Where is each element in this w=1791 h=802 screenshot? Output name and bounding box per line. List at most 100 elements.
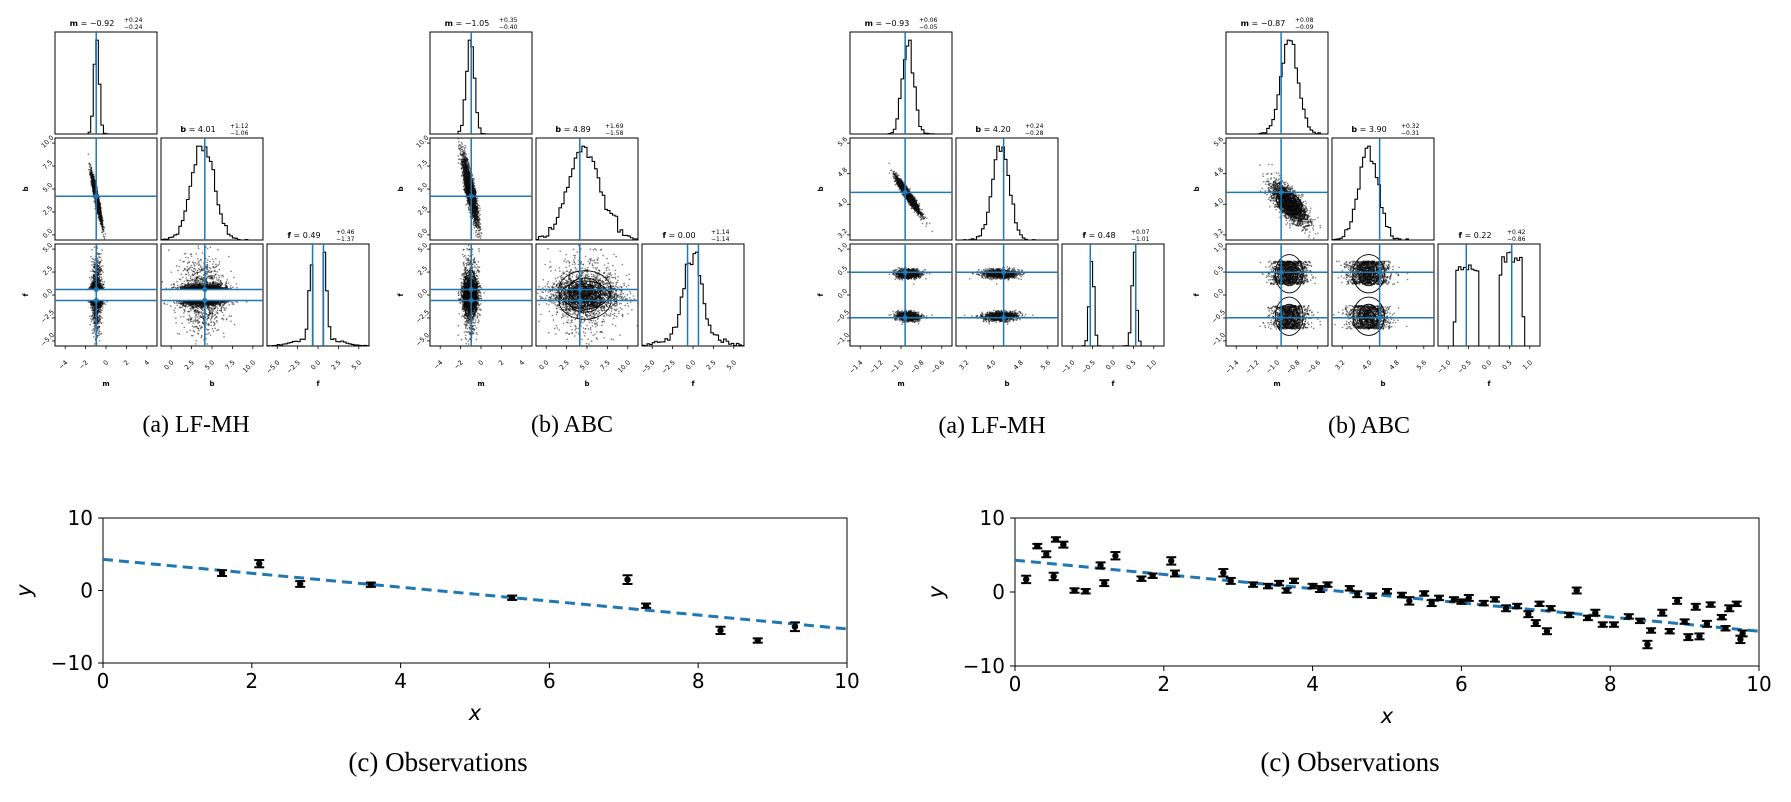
sample-point xyxy=(97,314,99,316)
sample-point xyxy=(89,323,92,326)
sample-point xyxy=(102,271,105,273)
param-title-upper: +1.12 xyxy=(230,123,249,130)
sample-point xyxy=(90,172,92,174)
param-title-name: m xyxy=(70,19,78,28)
sample-point xyxy=(93,265,95,267)
panel-m-f xyxy=(54,243,158,347)
sample-point xyxy=(101,349,103,351)
param-title-eq: = xyxy=(186,125,198,134)
sample-point xyxy=(92,187,95,190)
sample-point xyxy=(88,315,91,317)
sample-point xyxy=(89,164,92,166)
histogram-m xyxy=(55,39,157,135)
sample-point xyxy=(92,276,94,279)
sample-point xyxy=(93,343,96,345)
sample-point xyxy=(91,248,93,251)
sample-point xyxy=(100,265,103,268)
panel-m-m xyxy=(54,31,158,135)
sample-point xyxy=(103,286,106,289)
param-title-value: −0.92 xyxy=(90,19,115,28)
sample-point xyxy=(101,317,103,319)
sample-point xyxy=(90,255,92,258)
sample-point xyxy=(93,185,96,187)
sample-point xyxy=(91,260,93,263)
sample-point xyxy=(97,210,99,213)
sample-point xyxy=(97,327,100,330)
sample-point xyxy=(100,332,103,335)
sample-point xyxy=(99,308,101,310)
panel-b-b xyxy=(160,137,264,241)
sample-point xyxy=(96,199,99,201)
sample-point xyxy=(98,205,101,207)
sample-point xyxy=(100,253,102,255)
sample-point xyxy=(89,317,92,320)
sample-point xyxy=(93,312,95,315)
sample-point xyxy=(106,301,108,303)
sample-point xyxy=(100,216,103,219)
sample-point xyxy=(90,169,93,171)
sample-point xyxy=(98,264,101,267)
sample-point xyxy=(93,330,96,332)
sample-point xyxy=(101,222,103,224)
sample-point xyxy=(97,206,99,209)
sample-point xyxy=(99,202,101,205)
sample-point xyxy=(98,325,100,327)
param-title-b: b = 4.01 xyxy=(180,125,215,134)
sample-point xyxy=(93,175,95,178)
param-title-m: m = −0.92 xyxy=(70,19,115,28)
scatter-m-f xyxy=(87,244,108,351)
sample-point xyxy=(97,208,100,211)
sample-point xyxy=(90,279,92,281)
sample-point xyxy=(91,318,93,321)
scatter-m-b xyxy=(87,153,107,240)
sample-point xyxy=(101,249,103,251)
sample-point xyxy=(99,256,102,259)
sample-point xyxy=(99,310,102,313)
sample-point xyxy=(91,313,94,316)
sample-point xyxy=(91,268,94,271)
sample-point xyxy=(100,218,103,221)
sample-point xyxy=(101,278,103,280)
sample-point xyxy=(102,234,105,236)
sample-point xyxy=(91,304,94,306)
sample-point xyxy=(101,265,104,267)
sample-point xyxy=(91,173,93,176)
sample-point xyxy=(97,266,99,268)
sample-point xyxy=(93,266,95,269)
param-title-eq: = xyxy=(78,19,90,28)
param-title-lower: −1.06 xyxy=(230,130,249,137)
sample-point xyxy=(103,235,106,238)
sample-point xyxy=(100,276,103,279)
sample-point xyxy=(92,329,94,332)
sample-point xyxy=(88,163,91,165)
sample-point xyxy=(98,318,101,320)
sample-point xyxy=(102,307,104,309)
sample-point xyxy=(90,315,93,317)
panel-m-b xyxy=(54,137,158,241)
sample-point xyxy=(92,335,95,338)
sample-point xyxy=(87,153,90,156)
sample-point xyxy=(99,263,101,265)
sample-point xyxy=(101,280,104,283)
param-title-upper: +0.24 xyxy=(124,17,143,24)
sample-point xyxy=(101,309,104,312)
sample-point xyxy=(102,230,105,233)
param-title-lower: −0.24 xyxy=(124,24,143,31)
sample-point xyxy=(93,189,96,191)
sample-point xyxy=(99,209,101,212)
sample-point xyxy=(90,167,92,170)
sample-point xyxy=(101,322,103,324)
sample-point xyxy=(104,233,107,235)
sample-point xyxy=(93,192,96,194)
sample-point xyxy=(103,237,106,240)
corner-plot-1: m = −0.92 +0.24−0.24b = 4.01 +1.12−1.06f =… xyxy=(22,17,370,388)
sample-point xyxy=(98,329,100,332)
sample-point xyxy=(90,320,93,323)
sample-point xyxy=(98,273,100,275)
sample-point xyxy=(92,183,95,186)
sample-point xyxy=(98,334,100,337)
sample-point xyxy=(90,270,92,273)
sample-point xyxy=(98,275,101,278)
histogram-b xyxy=(160,145,263,241)
